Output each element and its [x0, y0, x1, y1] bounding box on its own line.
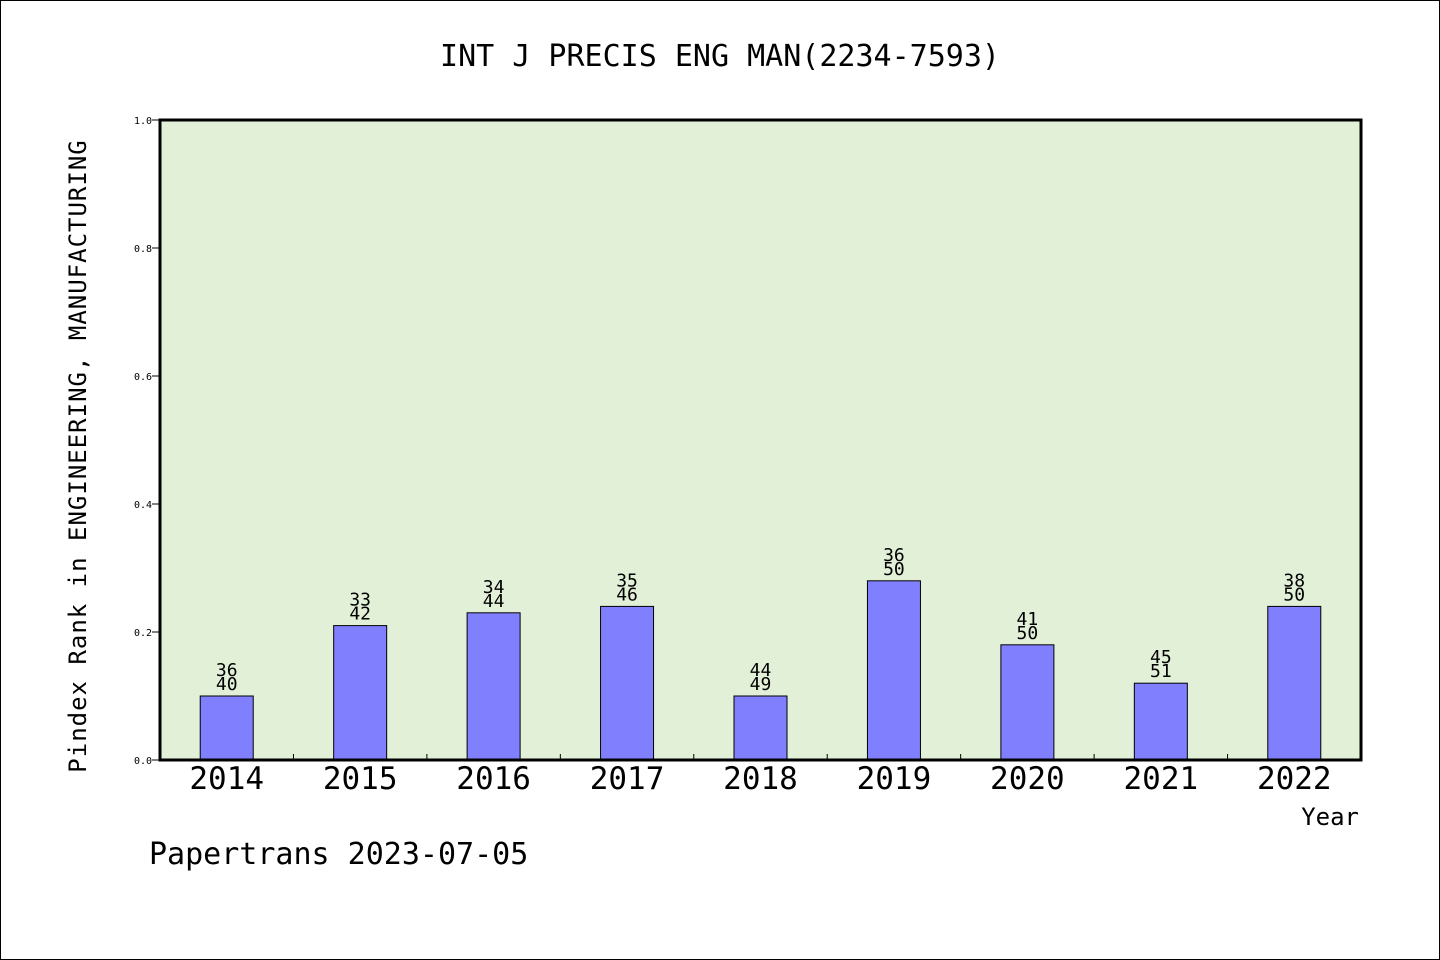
bar	[1267, 605, 1322, 761]
y-tick-label: 0.6	[134, 372, 152, 383]
total-label: 44	[483, 591, 505, 612]
total-label: 50	[1017, 623, 1039, 644]
x-tick-label: 2022	[1257, 761, 1332, 797]
x-tick-label: 2015	[323, 761, 398, 797]
y-tick-label: 1.0	[134, 116, 152, 127]
bar	[466, 612, 521, 761]
total-label: 46	[616, 584, 638, 605]
rank-label: 41	[1017, 609, 1039, 630]
bar-series	[199, 580, 1322, 761]
y-axis-label: Pindex Rank in ENGINEERING, MANUFACTURIN…	[64, 139, 92, 772]
y-tick-label: 0.2	[134, 628, 152, 639]
footer-note: Papertrans 2023-07-05	[149, 837, 528, 872]
x-axis-ticks: 2014 2015 2016 2017 2018 2019 2020 2021 2022	[189, 754, 1332, 797]
bar	[199, 695, 254, 761]
x-axis-label: Year	[1301, 803, 1359, 831]
x-tick-label: 2016	[456, 761, 531, 797]
bar	[600, 605, 655, 761]
y-tick-label: 0.8	[134, 244, 152, 255]
x-tick-label: 2021	[1124, 761, 1199, 797]
total-label: 50	[883, 559, 905, 580]
bar	[333, 625, 388, 761]
x-tick-label: 2014	[189, 761, 264, 797]
rank-label: 38	[1283, 570, 1305, 591]
y-tick-label: 0.4	[134, 500, 152, 511]
bar	[866, 580, 921, 761]
chart-title: INT J PRECIS ENG MAN(2234-7593)	[440, 39, 1000, 74]
bar	[733, 695, 788, 761]
x-tick-label: 2020	[990, 761, 1065, 797]
bar	[1000, 644, 1055, 761]
rank-label: 35	[616, 570, 638, 591]
rank-label: 45	[1150, 647, 1172, 668]
total-label: 40	[216, 674, 238, 695]
rank-label: 33	[349, 590, 371, 611]
rank-label: 36	[216, 660, 238, 681]
x-tick-label: 2017	[590, 761, 665, 797]
bar	[1133, 682, 1188, 761]
total-label: 42	[349, 604, 371, 625]
y-tick-label: 0.0	[134, 756, 152, 767]
rank-label: 34	[483, 577, 505, 598]
total-label: 49	[750, 674, 772, 695]
y-axis-ticks: 0.0 0.2 0.4 0.6 0.8 1.0	[134, 116, 160, 767]
rank-label: 44	[750, 660, 772, 681]
x-tick-label: 2019	[857, 761, 932, 797]
x-tick-label: 2018	[723, 761, 798, 797]
total-label: 51	[1150, 661, 1172, 682]
rank-label: 36	[883, 545, 905, 566]
total-label: 50	[1283, 584, 1305, 605]
plot-border	[158, 118, 1363, 762]
